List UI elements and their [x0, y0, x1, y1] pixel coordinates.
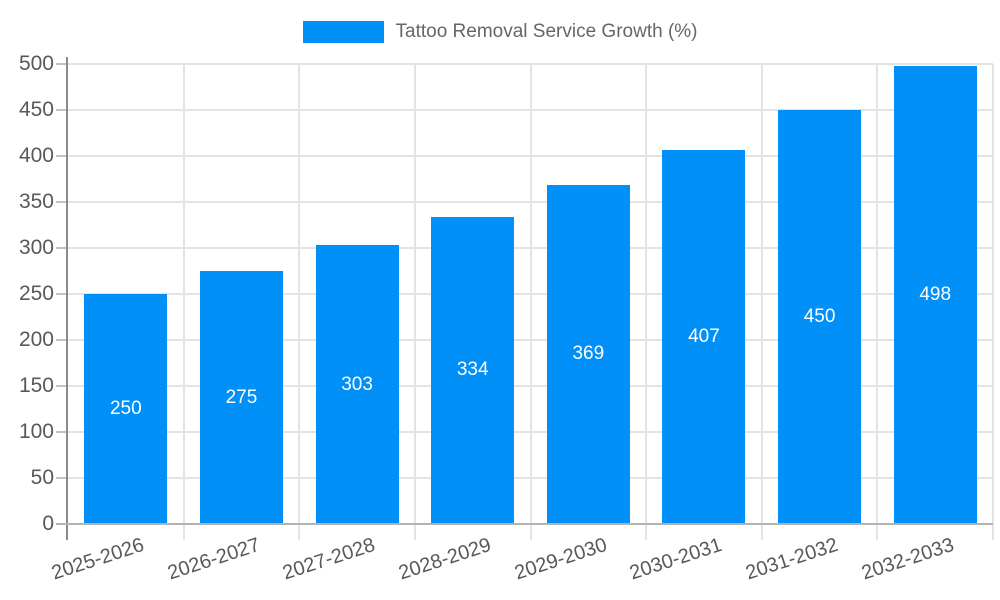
bar-value-label: 498 [919, 283, 952, 305]
y-tick-label: 350 [18, 190, 54, 213]
x-gridline [529, 64, 532, 540]
x-tick-label: 2026-2027 [164, 533, 263, 585]
bar[interactable] [778, 110, 862, 524]
bar[interactable] [199, 271, 283, 524]
y-axis-line [66, 57, 68, 540]
x-tick-label: 2028-2029 [396, 533, 494, 585]
bar[interactable] [315, 245, 399, 524]
x-gridline [645, 64, 648, 540]
bar[interactable] [662, 149, 746, 524]
x-tick-label: 2030-2031 [627, 533, 726, 585]
x-tick-label: 2027-2028 [280, 533, 379, 585]
bar-value-label: 407 [688, 325, 720, 347]
bar-value-label: 250 [109, 398, 142, 419]
bar-value-label: 450 [803, 306, 836, 327]
legend: Tattoo Removal Service Growth (%) [0, 21, 1000, 43]
x-gridline [992, 64, 994, 540]
y-tick-label: 0 [42, 512, 54, 535]
y-axis-tick [56, 477, 66, 479]
y-tick-label: 50 [30, 466, 54, 489]
x-gridline [413, 64, 416, 540]
legend-item[interactable]: Tattoo Removal Service Growth (%) [302, 21, 698, 43]
x-gridline [876, 64, 879, 540]
legend-label: Tattoo Removal Service Growth (%) [395, 21, 698, 42]
y-axis-tick [56, 431, 66, 433]
y-tick-label: 400 [18, 144, 54, 167]
bar[interactable] [84, 294, 168, 524]
bar-value-label: 334 [456, 359, 489, 381]
legend-swatch-icon [302, 21, 384, 43]
bar[interactable] [893, 65, 977, 524]
y-tick-label: 150 [18, 374, 54, 397]
y-tick-label: 200 [18, 328, 54, 351]
y-axis-tick [56, 109, 66, 111]
y-axis-tick [56, 247, 66, 249]
x-tick-label: 2032-2033 [858, 533, 957, 585]
x-gridline [760, 64, 763, 540]
bar-value-label: 275 [225, 386, 258, 408]
y-tick-label: 450 [18, 98, 54, 121]
bar-value-label: 303 [341, 373, 373, 395]
y-tick-label: 500 [18, 52, 54, 75]
y-axis-tick [56, 339, 66, 341]
bar-value-label: 369 [572, 343, 605, 365]
x-gridline [298, 64, 301, 540]
x-tick-label: 2025-2026 [49, 533, 147, 585]
x-gridline [182, 64, 185, 540]
bar[interactable] [431, 216, 515, 524]
x-axis-line [56, 523, 993, 525]
x-tick-label: 2029-2030 [511, 533, 610, 585]
y-axis-tick [56, 63, 66, 65]
y-tick-label: 300 [18, 236, 54, 259]
y-axis-tick [56, 385, 66, 387]
y-axis-tick [56, 293, 66, 295]
y-axis-tick [56, 155, 66, 157]
x-tick-label: 2031-2032 [742, 533, 841, 585]
bar[interactable] [546, 184, 630, 524]
y-tick-label: 250 [18, 282, 54, 305]
y-tick-label: 100 [18, 420, 54, 443]
plot-area: 250 275 303 334 369 407 450 498 [68, 63, 994, 540]
y-axis-tick [56, 201, 66, 203]
